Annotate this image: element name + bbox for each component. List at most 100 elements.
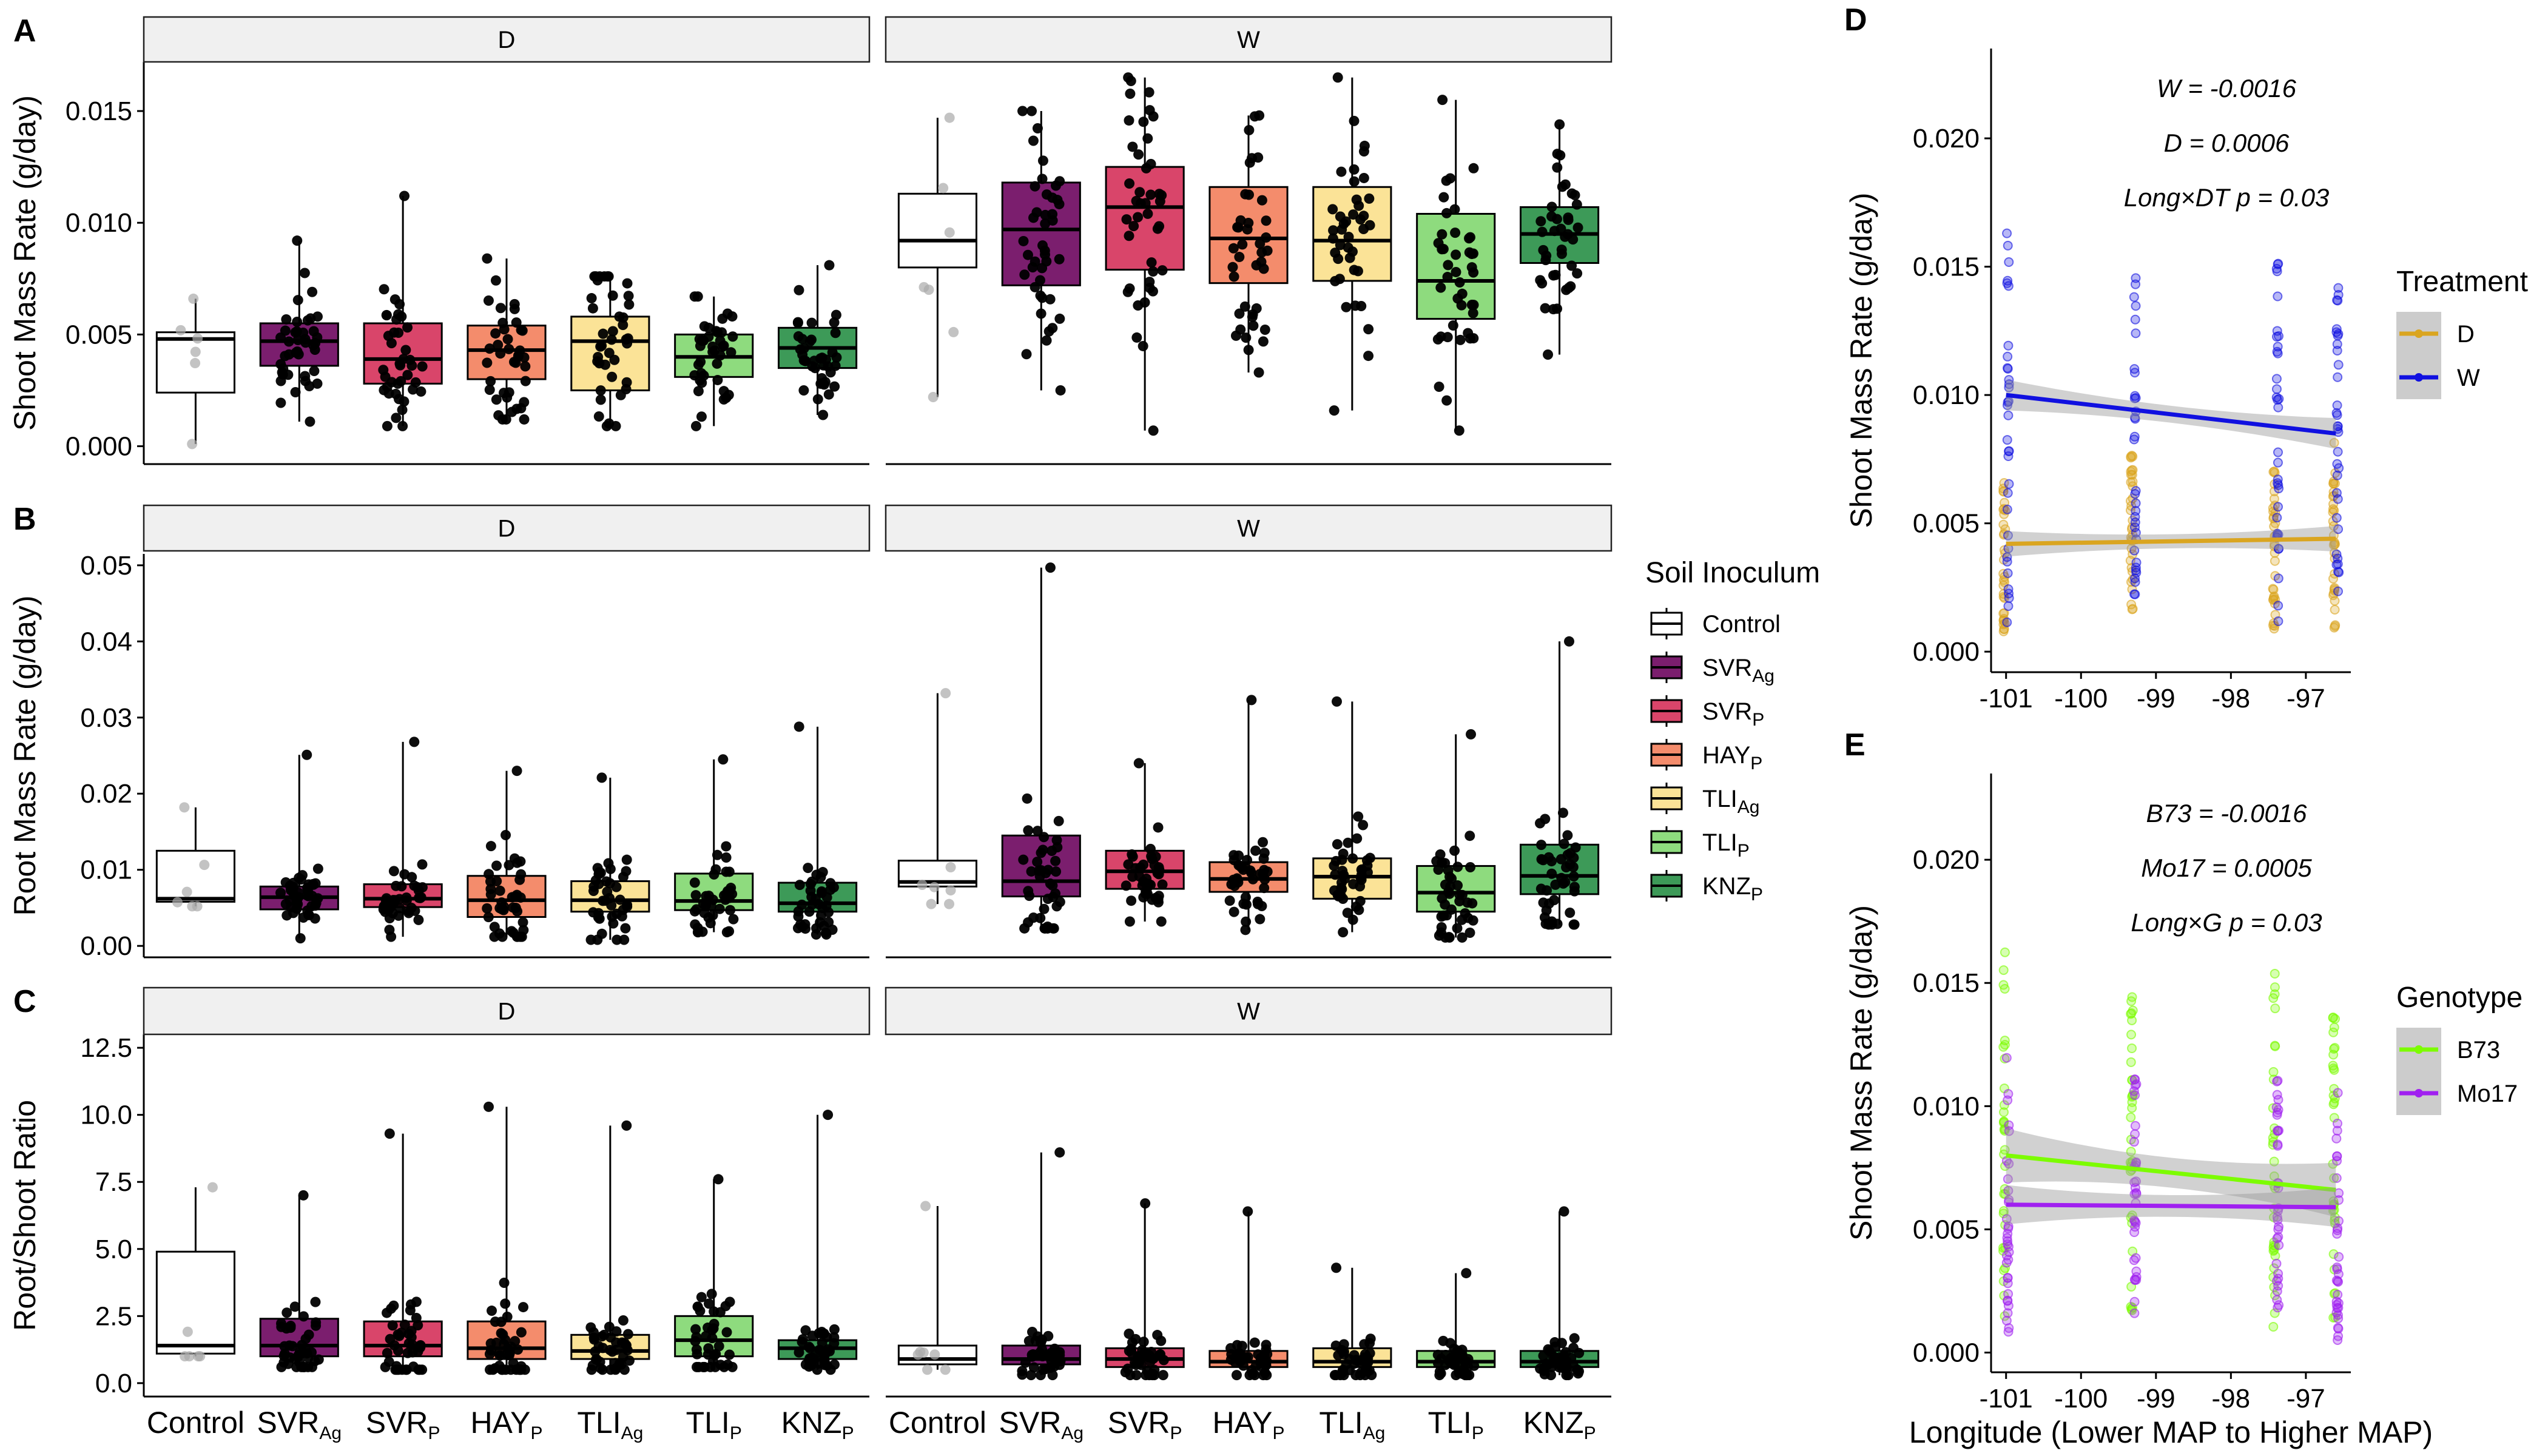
data-point (1054, 1147, 1065, 1158)
data-point (1153, 822, 1164, 833)
data-point (2273, 480, 2283, 490)
data-point (1464, 928, 1475, 939)
data-point (1360, 1370, 1370, 1381)
data-point (2273, 1222, 2283, 1232)
data-point (482, 253, 493, 264)
data-point (621, 854, 632, 865)
y-tick-label-B: 0.03 (80, 703, 132, 733)
data-point (829, 1359, 840, 1370)
points-C-W-0 (912, 1201, 951, 1375)
data-point (520, 376, 531, 386)
data-point (1259, 324, 1270, 335)
y-tick-label-B: 0.05 (80, 551, 132, 581)
data-point (2273, 1126, 2283, 1136)
data-point (1355, 895, 1366, 906)
data-point (2332, 1225, 2342, 1235)
facet-strip-label-D: D (498, 27, 516, 53)
data-point (603, 271, 614, 282)
data-point (413, 1364, 424, 1375)
data-point (2268, 595, 2279, 605)
data-point (1018, 854, 1029, 865)
data-point (595, 385, 606, 396)
data-point (594, 271, 605, 282)
data-point (2334, 1252, 2344, 1262)
data-point (828, 882, 839, 893)
data-point (1559, 1206, 1569, 1217)
data-point (1125, 89, 1136, 99)
data-point (2129, 1227, 2140, 1238)
data-point (1457, 288, 1468, 299)
data-point (1440, 1349, 1451, 1360)
data-point (2004, 257, 2014, 267)
data-point (504, 343, 514, 354)
box-A-W-4 (1312, 77, 1392, 411)
data-point (311, 1320, 322, 1331)
data-point (2130, 1074, 2140, 1084)
data-point (1241, 916, 1252, 927)
data-point (512, 906, 523, 917)
data-point (280, 325, 291, 336)
data-point (1054, 313, 1065, 324)
data-point (396, 376, 406, 386)
data-point (706, 1289, 717, 1299)
soil-legend-key-5 (1650, 826, 1683, 858)
data-point (1435, 282, 1446, 293)
y-axis-label-A: Shoot Mass Rate (g/day) (8, 95, 42, 431)
data-point (1148, 266, 1159, 277)
data-point (1241, 332, 1252, 343)
data-point (1542, 885, 1552, 896)
data-point (483, 1101, 494, 1112)
data-point (2332, 295, 2342, 305)
facet-strip-W (885, 986, 1613, 1036)
data-point (1224, 895, 1235, 906)
data-point (1353, 905, 1364, 915)
data-point (1150, 851, 1161, 862)
data-point (2270, 982, 2280, 993)
y-tick-label-A: 0.010 (66, 208, 132, 238)
data-point (1041, 189, 1052, 200)
data-point (715, 350, 726, 361)
data-point (406, 360, 417, 371)
data-point (184, 1351, 195, 1362)
data-point (2332, 1151, 2342, 1161)
data-point (1228, 243, 1239, 254)
data-point (415, 1341, 426, 1352)
box-C-W-3 (1208, 1211, 1289, 1375)
data-point (1454, 277, 1465, 288)
data-point (609, 354, 620, 365)
data-point (393, 328, 404, 339)
data-point (482, 357, 493, 368)
data-point (1040, 209, 1051, 220)
data-point (1349, 1350, 1360, 1361)
data-point (1227, 261, 1238, 272)
data-point (2002, 1233, 2012, 1243)
data-point (829, 1324, 840, 1335)
data-point (2328, 573, 2338, 584)
soil-legend-label-6: KNZP (1702, 873, 1763, 905)
data-point (707, 910, 718, 921)
data-point (494, 1350, 505, 1361)
box-A-D-6 (778, 265, 858, 415)
data-point (1236, 862, 1247, 873)
data-point (598, 328, 608, 339)
data-point (280, 351, 291, 362)
data-point (1338, 1346, 1349, 1357)
data-point (1466, 299, 1477, 310)
data-point (2328, 1050, 2339, 1060)
data-point (1053, 1354, 1063, 1365)
data-point (1258, 853, 1269, 864)
data-point (312, 863, 323, 874)
data-point (699, 1361, 710, 1372)
data-point (516, 1327, 527, 1338)
data-point (297, 1340, 308, 1350)
data-point (712, 849, 723, 860)
data-point (1438, 192, 1449, 203)
panel-label-D: D (1844, 2, 1867, 38)
data-point (2271, 384, 2282, 394)
data-point (696, 377, 707, 388)
data-point (2268, 467, 2279, 477)
data-point (1124, 1329, 1134, 1340)
box-A-D-0 (155, 298, 235, 444)
data-point (2003, 351, 2013, 362)
data-point (798, 385, 809, 396)
